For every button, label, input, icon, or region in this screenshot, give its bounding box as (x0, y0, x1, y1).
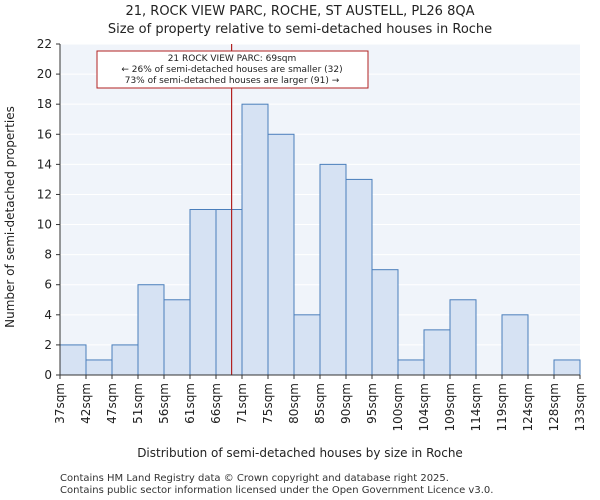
x-tick-label-19: 128sqm (547, 383, 561, 431)
x-axis-label: Distribution of semi-detached houses by … (137, 446, 463, 460)
x-tick-label-15: 109sqm (443, 383, 457, 431)
x-tick-label-9: 80sqm (287, 383, 301, 424)
y-tick-label-2: 4 (44, 308, 52, 322)
x-tick-label-20: 133sqm (573, 383, 587, 431)
annotation-line-2: ← 26% of semi-detached houses are smalle… (121, 65, 342, 75)
x-tick-label-11: 90sqm (339, 383, 353, 424)
x-axis-ticks: 37sqm 42sqm 47sqm 51sqm 56sqm 61sqm 66sqm 71sqm… (53, 375, 587, 431)
y-tick-label-7: 14 (37, 157, 52, 171)
y-tick-label-5: 10 (37, 218, 52, 232)
annotation-box: 21 ROCK VIEW PARC: 69sqm ← 26% of semi-d… (96, 50, 369, 89)
bar-100sqm (397, 359, 425, 376)
y-axis-label: Number of semi-detached properties (3, 106, 17, 328)
bar-95sqm (371, 269, 399, 376)
bar-61sqm (189, 209, 217, 376)
x-tick-label-5: 61sqm (183, 383, 197, 424)
y-tick-label-9: 18 (37, 97, 52, 111)
bar-56sqm (163, 299, 191, 376)
bar-119sqm (501, 314, 529, 376)
bar-85sqm (319, 163, 347, 376)
x-tick-label-10: 85sqm (313, 383, 327, 424)
bar-80sqm (293, 314, 321, 376)
bar-71sqm (241, 103, 269, 376)
x-tick-label-6: 66sqm (209, 383, 223, 424)
x-tick-label-4: 56sqm (157, 383, 171, 424)
y-tick-label-10: 20 (37, 67, 52, 81)
bar-42sqm (85, 359, 113, 376)
x-tick-label-3: 51sqm (131, 383, 145, 424)
bar-104sqm (423, 329, 451, 376)
annotation-line-1: 21 ROCK VIEW PARC: 69sqm (168, 54, 297, 64)
bar-90sqm (345, 178, 373, 376)
y-tick-label-8: 16 (37, 127, 52, 141)
chart-title: 21, ROCK VIEW PARC, ROCHE, ST AUSTELL, P… (125, 4, 474, 19)
y-tick-label-1: 2 (44, 338, 52, 352)
x-tick-label-2: 47sqm (105, 383, 119, 424)
x-tick-label-16: 114sqm (469, 383, 483, 431)
x-tick-label-17: 119sqm (495, 383, 509, 431)
x-tick-label-12: 95sqm (365, 383, 379, 424)
bar-75sqm (267, 133, 295, 376)
x-tick-label-1: 42sqm (79, 383, 93, 424)
y-tick-label-0: 0 (44, 368, 52, 382)
bar-51sqm (137, 284, 165, 376)
bar-47sqm (111, 344, 139, 376)
y-tick-label-4: 8 (44, 248, 52, 262)
x-tick-label-0: 37sqm (53, 383, 67, 424)
y-axis-ticks: 0 2 4 6 8 10 12 14 16 18 20 22 (37, 37, 60, 382)
y-tick-label-3: 6 (44, 278, 52, 292)
annotation-line-3: 73% of semi-detached houses are larger (… (125, 76, 340, 86)
x-tick-label-14: 104sqm (417, 383, 431, 431)
footer-line-2: Contains public sector information licen… (60, 485, 493, 496)
bar-109sqm (449, 299, 477, 376)
footer-line-1: Contains HM Land Registry data © Crown c… (60, 473, 449, 484)
bar-128sqm (553, 359, 581, 376)
x-tick-label-7: 71sqm (235, 383, 249, 424)
y-tick-label-6: 12 (37, 187, 52, 201)
x-tick-label-18: 124sqm (521, 383, 535, 431)
chart-subtitle: Size of property relative to semi-detach… (108, 22, 492, 37)
y-tick-label-11: 22 (37, 37, 52, 51)
bar-37sqm (59, 344, 87, 376)
x-tick-label-13: 100sqm (391, 383, 405, 431)
bar-66sqm (215, 209, 243, 376)
bars (59, 103, 581, 376)
x-tick-label-8: 75sqm (261, 383, 275, 424)
